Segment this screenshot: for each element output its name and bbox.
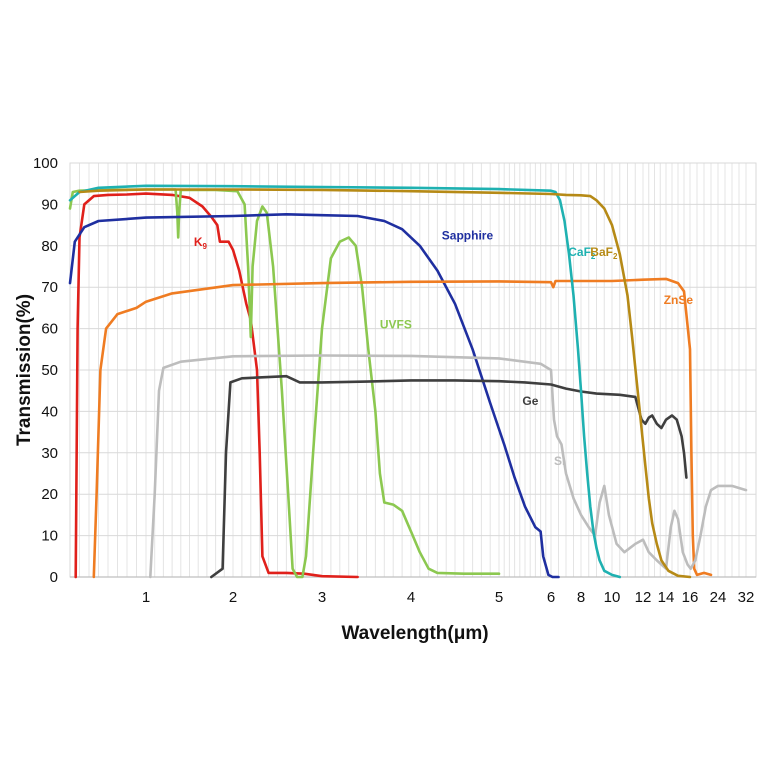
x-tick-label: 3 xyxy=(318,589,326,606)
series-label-uvfs: UVFS xyxy=(380,318,412,332)
y-tick-label: 20 xyxy=(41,486,58,503)
series-label-znse: ZnSe xyxy=(664,293,694,307)
x-tick-label: 32 xyxy=(738,589,755,606)
x-tick-label: 6 xyxy=(547,589,555,606)
series-line-znse xyxy=(92,277,713,579)
x-tick-label: 8 xyxy=(577,589,585,606)
curve-layer xyxy=(68,184,748,579)
y-tick-label: 40 xyxy=(41,403,58,420)
x-tick-label: 2 xyxy=(229,589,237,606)
x-tick-label: 1 xyxy=(142,589,150,606)
series-line-uvfs xyxy=(68,188,501,579)
series-label-baf2: BaF2 xyxy=(590,245,618,261)
series-line-k9 xyxy=(74,192,359,579)
series-label-caf2: CaF2 xyxy=(568,245,596,261)
y-tick-label: 80 xyxy=(41,238,58,255)
y-tick-label: 90 xyxy=(41,196,58,213)
y-tick-label: 30 xyxy=(41,445,58,462)
y-tick-label: 10 xyxy=(41,528,58,545)
series-label-si: Si xyxy=(554,454,565,468)
y-tick-label: 60 xyxy=(41,321,58,338)
series-label-sapphire: Sapphire xyxy=(442,229,494,243)
series-line-ge xyxy=(210,374,688,579)
series-line-si xyxy=(149,354,748,579)
x-tick-label: 4 xyxy=(407,589,415,606)
x-axis-title: Wavelength(μm) xyxy=(341,623,488,644)
x-tick-label: 5 xyxy=(495,589,503,606)
series-line-baf2 xyxy=(78,188,692,579)
series-line-caf2 xyxy=(68,184,622,579)
series-label-ge: Ge xyxy=(522,394,538,408)
x-tick-label: 10 xyxy=(604,589,621,606)
y-tick-label: 0 xyxy=(50,569,58,586)
x-tick-label: 12 xyxy=(635,589,652,606)
x-tick-label: 24 xyxy=(710,589,727,606)
y-tick-label: 50 xyxy=(41,362,58,379)
y-axis-title: Transmission(%) xyxy=(14,294,35,446)
grid-layer xyxy=(69,162,757,578)
y-tick-label: 100 xyxy=(33,155,58,172)
x-tick-label: 14 xyxy=(658,589,675,606)
series-line-sapphire xyxy=(68,213,560,579)
x-tick-label: 16 xyxy=(682,589,699,606)
series-label-k9: K9 xyxy=(194,235,208,251)
y-tick-label: 70 xyxy=(41,279,58,296)
